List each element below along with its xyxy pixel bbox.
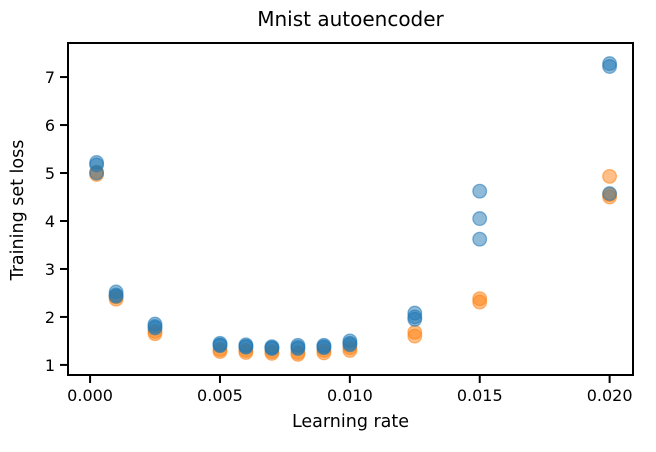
orange-series-point [602, 168, 618, 184]
blue-series-point [472, 211, 488, 227]
blue-series-point [89, 165, 105, 181]
y-tick-label: 4 [45, 212, 55, 231]
chart-title: Mnist autoencoder [257, 7, 444, 31]
blue-series-point [342, 337, 358, 353]
y-tick-label: 7 [45, 68, 55, 87]
blue-series-point [212, 338, 228, 354]
y-tick-label: 2 [45, 308, 55, 327]
blue-series-point [602, 59, 618, 74]
blue-series-point [290, 341, 306, 357]
plot-border [67, 42, 634, 376]
blue-series-point [264, 341, 280, 357]
blue-series-point [472, 231, 488, 247]
x-axis-label: Learning rate [291, 412, 410, 432]
y-tick-label: 3 [45, 260, 55, 279]
y-tick-label: 1 [45, 356, 55, 375]
blue-series-point [407, 311, 423, 327]
x-tick-label: 0.010 [327, 386, 373, 405]
blue-series-point [238, 339, 254, 355]
orange-series-point [472, 294, 488, 310]
orange-series-point [407, 328, 423, 344]
x-tick-label: 0.000 [67, 386, 113, 405]
x-tick-label: 0.005 [197, 386, 243, 405]
blue-series-point [147, 320, 163, 336]
y-tick-label: 6 [45, 116, 55, 135]
x-tick-label: 0.015 [457, 386, 503, 405]
blue-series-point [108, 288, 124, 304]
x-tick-label: 0.020 [587, 386, 633, 405]
blue-series-point [602, 186, 618, 202]
y-tick-label: 5 [45, 164, 55, 183]
blue-series-point [472, 183, 488, 199]
blue-series-point [316, 340, 332, 356]
